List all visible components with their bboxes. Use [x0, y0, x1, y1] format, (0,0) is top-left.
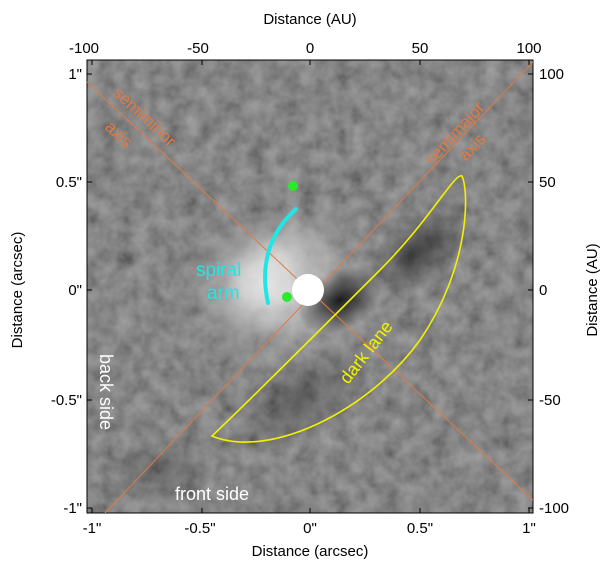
dark-lane-outline	[210, 175, 467, 443]
left-axis-title: Distance (arcsec)	[9, 232, 26, 349]
bottom-tick-label: -1"	[83, 520, 102, 537]
left-tick-label: 0.5"	[56, 174, 82, 191]
bottom-tick-label: 0"	[303, 520, 317, 537]
bottom-tick-label: 0.5"	[407, 520, 433, 537]
bottom-tick-labels: -1" -0.5" 0" 0.5" 1"	[83, 520, 536, 537]
tick-marks	[87, 60, 533, 513]
top-tick-label: -50	[187, 40, 209, 57]
top-axis-title: Distance (AU)	[263, 11, 356, 28]
right-tick-label: 0	[539, 282, 547, 299]
green-dot-lower	[282, 292, 292, 302]
spiral-arm-label: arm	[207, 283, 240, 304]
left-tick-label: 0"	[68, 282, 82, 299]
left-tick-label: 1"	[68, 66, 82, 83]
front-side-label: front side	[175, 484, 249, 504]
left-tick-label: -0.5"	[51, 392, 82, 409]
bottom-tick-label: 1"	[522, 520, 536, 537]
central-star-mask	[292, 274, 324, 306]
back-side-label: back side	[96, 354, 116, 430]
top-tick-label: 0	[306, 40, 314, 57]
green-dot-upper	[288, 181, 298, 191]
bottom-axis-title: Distance (arcsec)	[252, 543, 369, 560]
bottom-tick-label: -0.5"	[184, 520, 215, 537]
spiral-label: spiral	[196, 260, 241, 281]
right-tick-label: 50	[539, 174, 556, 191]
right-axis-title: Distance (AU)	[584, 243, 601, 336]
top-tick-label: 50	[412, 40, 429, 57]
right-tick-labels: 100 50 0 -50 -100	[539, 66, 569, 517]
top-tick-label: -100	[69, 40, 99, 57]
spiral-arm-curve	[263, 207, 298, 305]
right-tick-label: 100	[539, 66, 564, 83]
top-tick-labels: -100 -50 0 50 100	[69, 40, 542, 57]
left-tick-label: -1"	[63, 500, 82, 517]
top-tick-label: 100	[516, 40, 541, 57]
left-tick-labels: 1" 0.5" 0" -0.5" -1"	[51, 66, 82, 517]
right-tick-label: -100	[539, 500, 569, 517]
right-tick-label: -50	[539, 392, 561, 409]
